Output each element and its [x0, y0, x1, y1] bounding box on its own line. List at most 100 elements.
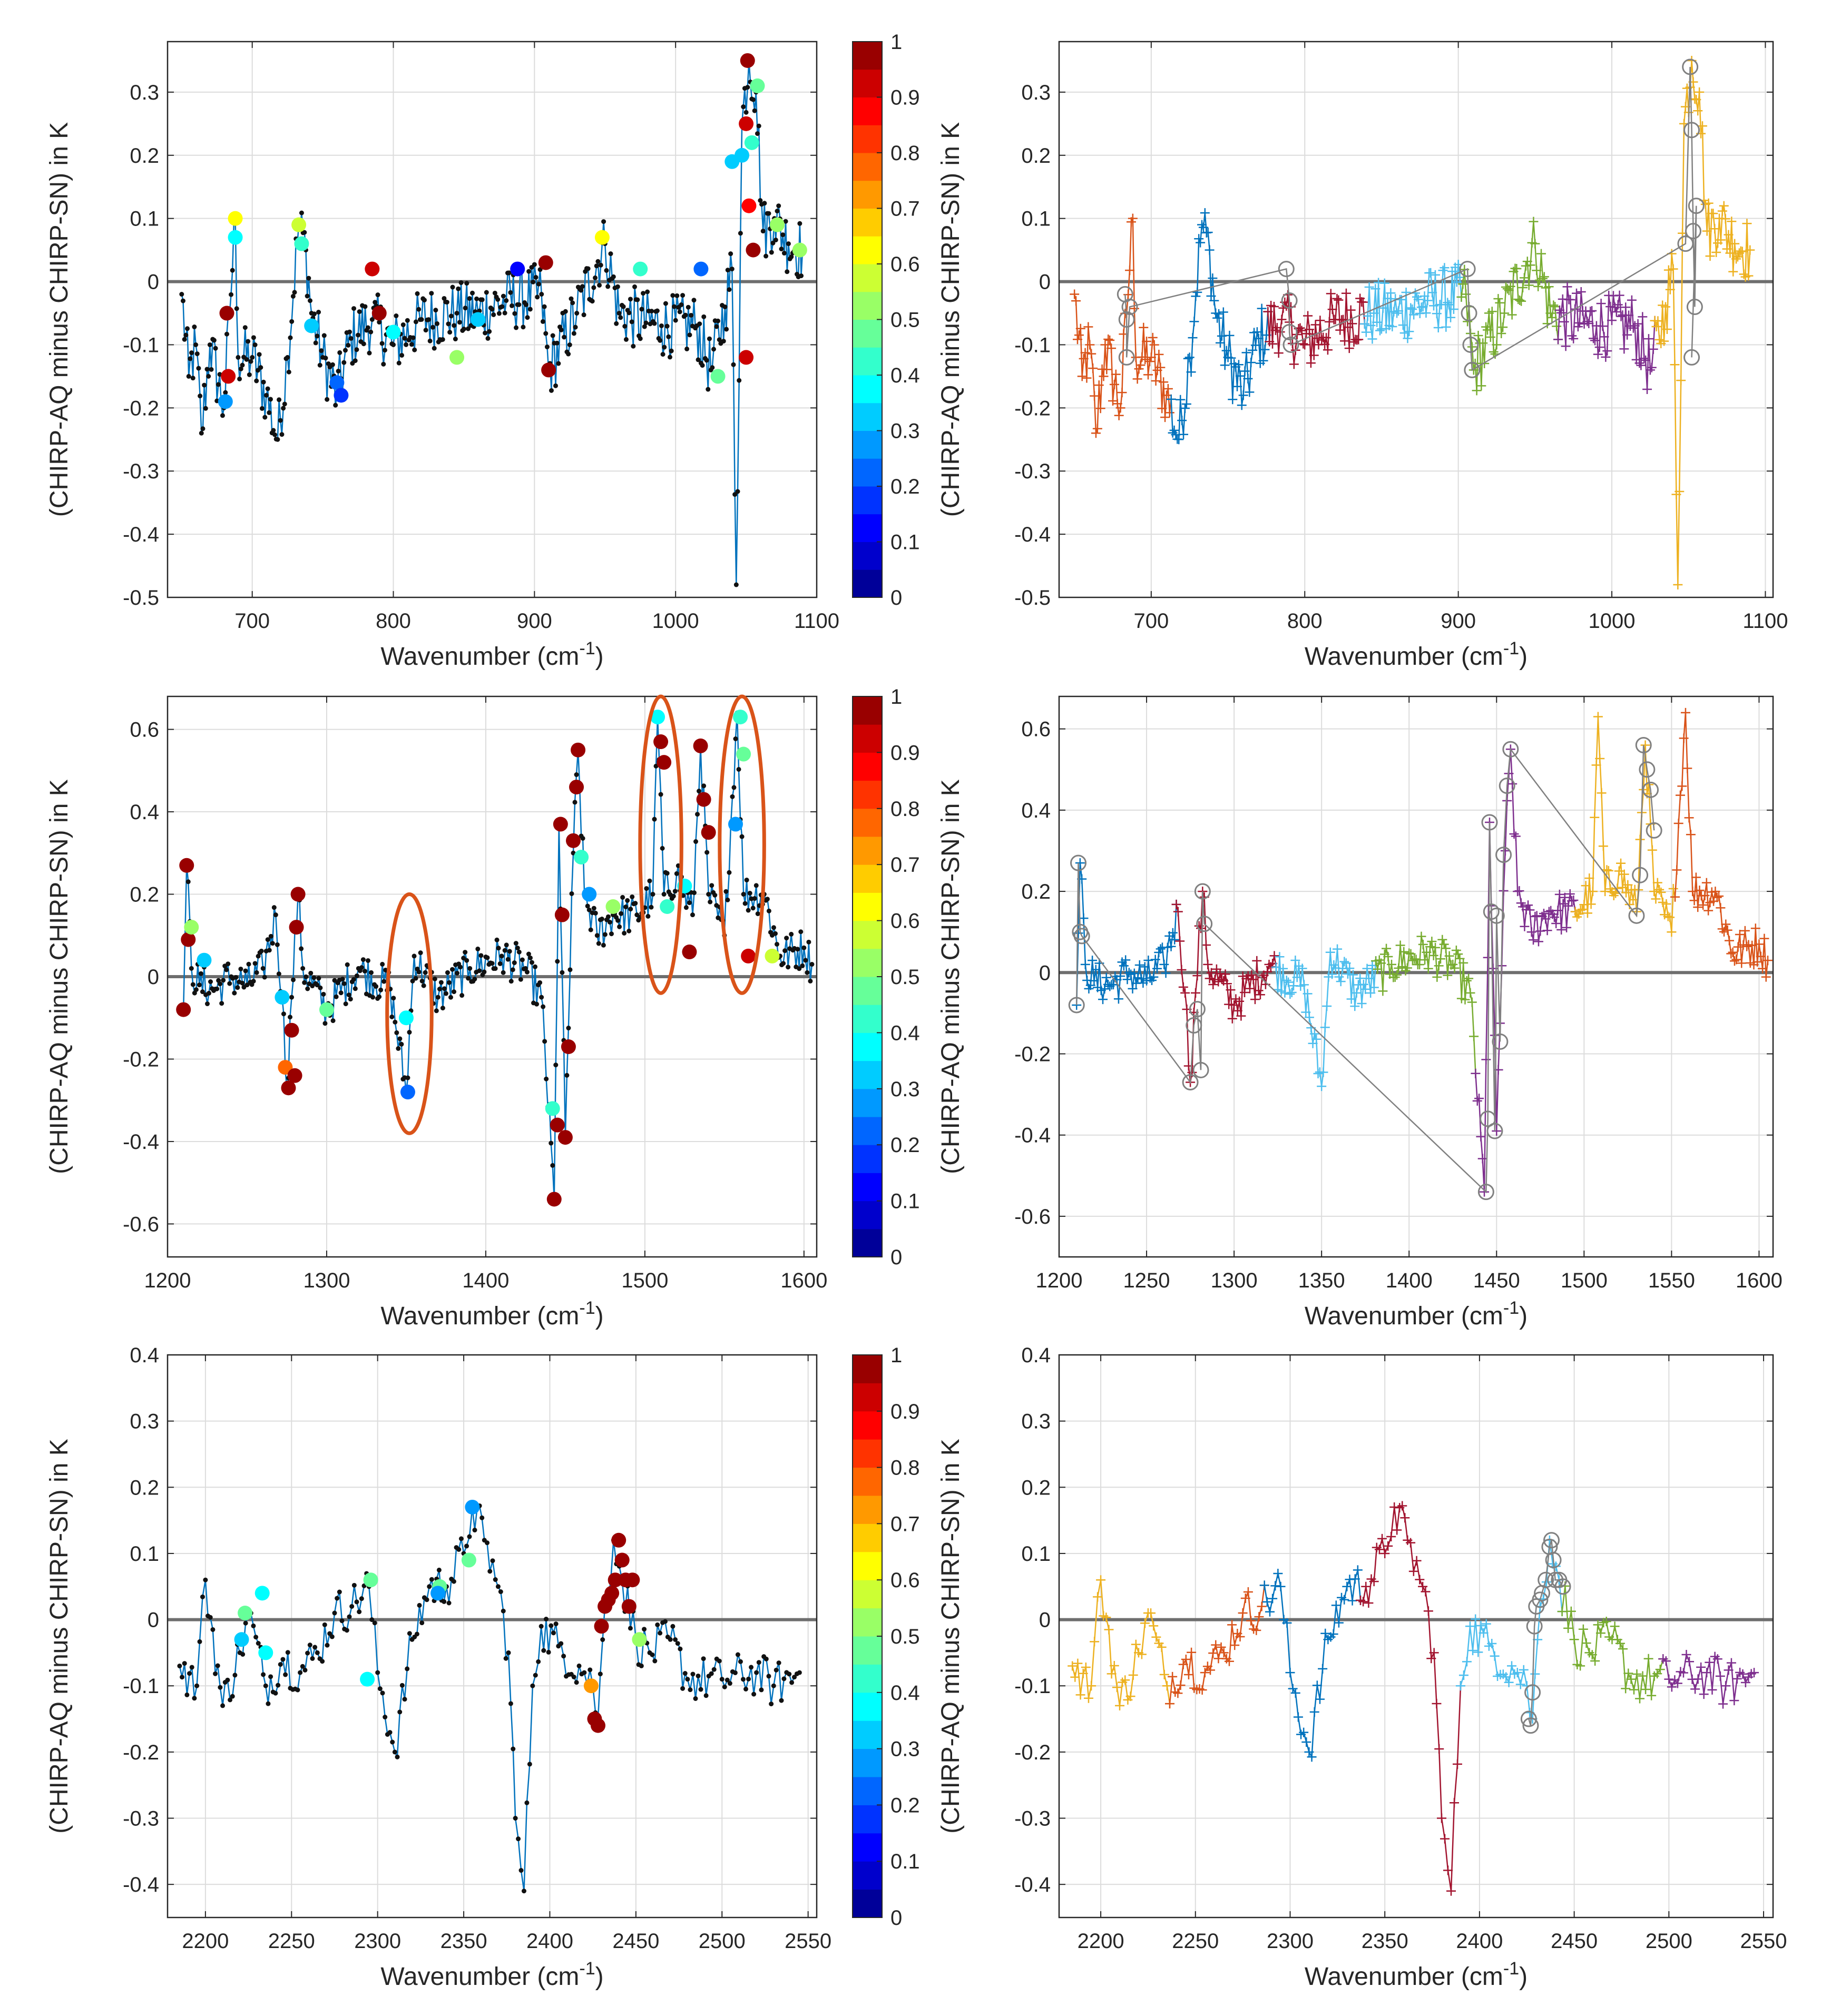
plus-marker [1366, 988, 1376, 998]
data-point [370, 995, 376, 1000]
data-point [199, 430, 204, 436]
data-point [626, 928, 632, 933]
data-point [213, 1671, 218, 1676]
data-point [458, 280, 464, 286]
plus-marker [1227, 1620, 1237, 1630]
data-point [233, 975, 239, 980]
data-point [503, 1656, 508, 1661]
data-point [218, 1685, 223, 1690]
plus-marker [1399, 947, 1409, 957]
colorbar-tick-label: 0.3 [890, 1738, 920, 1761]
data-point [448, 313, 454, 319]
plus-marker [1192, 287, 1202, 297]
data-point [321, 991, 326, 997]
colorbar-segment [853, 1032, 882, 1061]
plus-marker [1530, 239, 1540, 249]
x-tick-label: 700 [1133, 609, 1169, 633]
data-point [261, 1672, 266, 1677]
data-point [655, 1622, 660, 1627]
data-point [394, 1030, 399, 1035]
data-point [262, 415, 268, 420]
data-point [251, 1623, 256, 1628]
plus-marker [1293, 1712, 1303, 1722]
data-point [434, 1008, 439, 1014]
plus-marker [1602, 346, 1612, 356]
outlier-marker [1464, 361, 1481, 378]
plus-marker [1281, 976, 1291, 986]
data-point [373, 300, 378, 305]
data-point [530, 1683, 535, 1688]
plus-marker [1695, 87, 1705, 97]
plus-marker [1729, 956, 1739, 966]
plus-marker [1346, 994, 1356, 1004]
plus-marker [1240, 1594, 1250, 1604]
outlier-marker [1073, 928, 1090, 945]
plus-marker [1086, 1681, 1096, 1691]
data-point [760, 229, 766, 234]
plus-marker [1563, 901, 1573, 911]
colorbar-tick-label: 0.4 [890, 1021, 920, 1045]
data-point [782, 948, 788, 953]
flagged-point [701, 825, 716, 840]
data-point [501, 293, 506, 299]
plus-marker [1492, 340, 1502, 350]
plus-marker [1601, 1617, 1611, 1627]
plus-marker [1483, 952, 1493, 962]
outlier-marker [1526, 1618, 1543, 1635]
colorbar-segment [853, 97, 882, 125]
x-tick-label: 1200 [1036, 1269, 1083, 1292]
data-point [737, 378, 742, 383]
plus-marker [1165, 1699, 1174, 1709]
data-point [246, 339, 251, 344]
y-tick-label: 0 [148, 966, 159, 989]
colorbar-segment [853, 1439, 882, 1468]
plus-marker [1269, 301, 1279, 311]
plus-marker [1215, 338, 1225, 348]
y-tick-label: 0.4 [130, 801, 159, 824]
plus-marker [1566, 1606, 1576, 1616]
data-point [585, 903, 590, 909]
plus-marker [1418, 302, 1428, 312]
data-point [446, 321, 451, 327]
data-point [543, 331, 549, 336]
plus-marker [1200, 1668, 1210, 1678]
outlier-marker [1121, 299, 1138, 316]
colorbar-segment [853, 208, 882, 237]
data-point [397, 1036, 403, 1041]
data-point [776, 1660, 781, 1666]
data-point [670, 293, 675, 298]
plus-marker [1192, 971, 1202, 981]
data-point [712, 892, 718, 898]
data-point [809, 962, 815, 967]
data-point [717, 1658, 722, 1664]
flagged-point [611, 1532, 626, 1548]
data-point [223, 390, 228, 395]
data-point [359, 965, 364, 970]
plus-marker [1327, 304, 1337, 314]
flagged-point [545, 1101, 560, 1116]
x-tick-label: 1300 [303, 1269, 350, 1292]
data-point [271, 428, 276, 433]
plus-marker [1375, 326, 1385, 336]
flagged-point [693, 738, 708, 753]
data-point [186, 373, 191, 379]
data-point [377, 994, 382, 999]
plus-marker [1149, 972, 1159, 982]
data-point [272, 432, 278, 437]
flagged-point [334, 388, 349, 403]
y-tick-label: 0.2 [1021, 880, 1051, 903]
plus-marker [1665, 912, 1675, 922]
plus-marker [1298, 339, 1308, 349]
plus-marker [1139, 322, 1149, 332]
plus-marker [1698, 900, 1708, 910]
colorbar-segment [853, 1523, 882, 1552]
data-point [537, 980, 543, 985]
data-point [693, 1696, 698, 1701]
plus-marker [1275, 952, 1285, 962]
plus-marker [1143, 370, 1153, 380]
plus-marker [1609, 891, 1619, 901]
plus-marker [1621, 302, 1631, 312]
data-point [735, 489, 740, 494]
colorbar-segment [853, 977, 882, 1005]
data-point [433, 308, 438, 313]
